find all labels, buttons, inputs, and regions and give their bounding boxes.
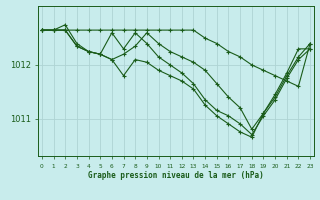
- X-axis label: Graphe pression niveau de la mer (hPa): Graphe pression niveau de la mer (hPa): [88, 171, 264, 180]
